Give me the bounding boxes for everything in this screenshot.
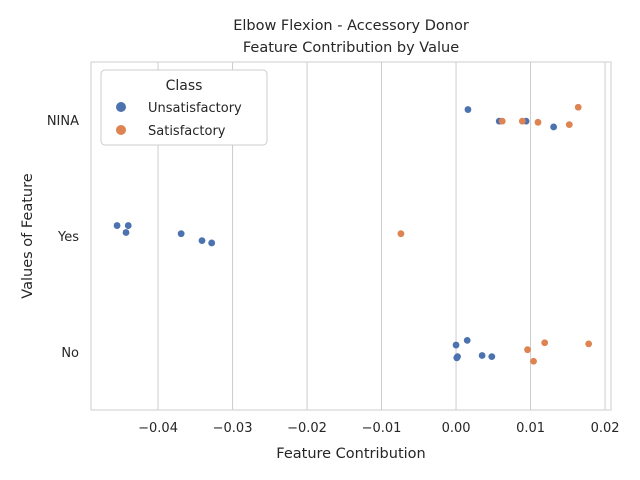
x-tick-label: −0.03 (213, 421, 253, 436)
data-point-unsatisfactory (177, 230, 185, 238)
data-point-unsatisfactory (452, 341, 460, 349)
x-tick-label: −0.02 (287, 421, 327, 436)
x-tick-label: 0.02 (591, 421, 620, 436)
chart-title-line2: Feature Contribution by Value (243, 40, 459, 56)
data-points (113, 103, 593, 365)
data-point-satisfactory (518, 117, 526, 125)
y-tick-label: NINA (47, 114, 79, 129)
x-tick-label: 0.01 (516, 421, 545, 436)
data-point-unsatisfactory (478, 352, 486, 359)
data-point-satisfactory (534, 118, 542, 126)
x-tick-label: 0.00 (442, 421, 471, 436)
data-point-satisfactory (498, 117, 506, 125)
y-tick-label: No (61, 346, 79, 361)
legend-label-unsatisfactory: Unsatisfactory (148, 101, 242, 116)
data-point-satisfactory (524, 346, 531, 354)
legend-box (100, 69, 268, 146)
x-tick-label: −0.04 (138, 421, 178, 436)
legend-marker-satisfactory (116, 125, 126, 135)
data-point-unsatisfactory (550, 123, 558, 131)
data-point-unsatisfactory (208, 239, 216, 247)
legend-label-satisfactory: Satisfactory (148, 124, 226, 139)
data-point-unsatisfactory (198, 237, 206, 245)
data-point-unsatisfactory (113, 222, 121, 229)
x-tick-label: −0.01 (362, 421, 402, 436)
x-tick-labels: −0.04 −0.03 −0.02 −0.01 0.00 0.01 0.02 (138, 421, 619, 436)
data-point-satisfactory (397, 230, 405, 238)
data-point-satisfactory (565, 121, 573, 129)
chart-title-line1: Elbow Flexion - Accessory Donor (233, 18, 469, 34)
data-point-satisfactory (574, 103, 582, 111)
y-tick-label: Yes (57, 230, 79, 245)
data-point-satisfactory (530, 357, 537, 365)
data-point-unsatisfactory (122, 229, 130, 236)
y-axis-label: Values of Feature (20, 173, 36, 298)
data-point-satisfactory (585, 340, 593, 348)
legend-title: Class (166, 78, 203, 94)
data-point-unsatisfactory (464, 106, 472, 113)
data-point-unsatisfactory (488, 353, 496, 361)
legend: Class Unsatisfactory Satisfactory (100, 69, 268, 146)
data-point-unsatisfactory (463, 337, 471, 344)
data-point-satisfactory (541, 339, 549, 347)
data-point-unsatisfactory (453, 354, 461, 362)
x-axis-label: Feature Contribution (276, 446, 425, 462)
plot-frame (90, 61, 612, 411)
y-tick-labels: NINA Yes No (47, 114, 79, 361)
data-point-unsatisfactory (124, 222, 132, 229)
legend-marker-unsatisfactory (116, 102, 126, 112)
